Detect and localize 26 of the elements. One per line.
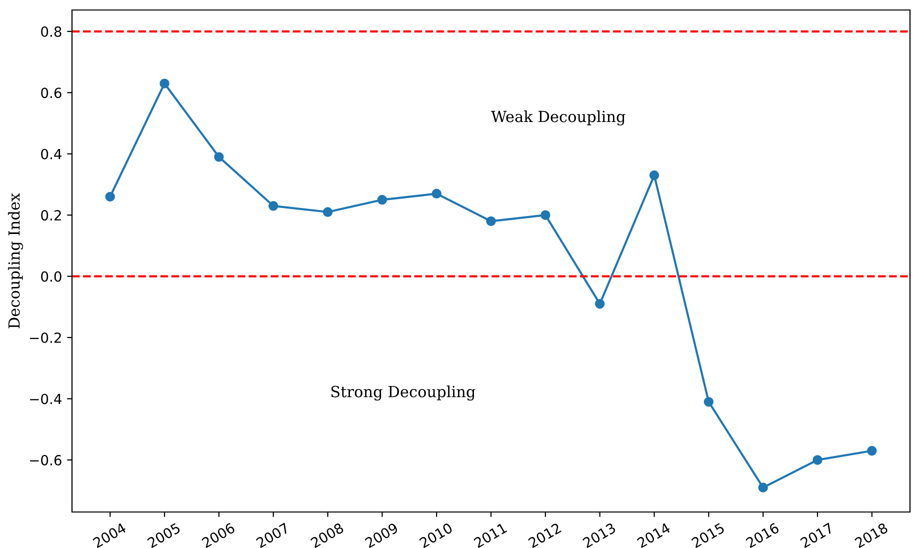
y-tick-label: 0.6 [41,88,62,98]
y-tick-label: 0.4 [41,148,62,160]
annotation: Weak Decoupling [491,110,626,126]
point [649,170,660,180]
point [867,446,877,456]
point [540,210,550,220]
point [105,192,115,202]
point [432,188,442,199]
y-tick-label: −0.6 [30,454,62,466]
y-tick-label: −0.4 [30,394,62,404]
y-tick-label: −0.2 [30,332,61,343]
point [758,482,768,492]
point [377,194,388,205]
point [160,78,170,88]
point [268,201,278,211]
y-tick-label: 0.0 [41,271,62,282]
point [214,152,224,162]
annotation: Strong Decoupling [331,386,476,401]
y-tick-label: 0.2 [41,210,61,221]
point [704,396,714,407]
y-tick-label: 0.8 [41,26,62,37]
y-axis-title: Decoupling Index [8,193,23,328]
point [594,298,605,309]
point [812,455,822,465]
point [486,216,496,226]
point [322,207,333,217]
